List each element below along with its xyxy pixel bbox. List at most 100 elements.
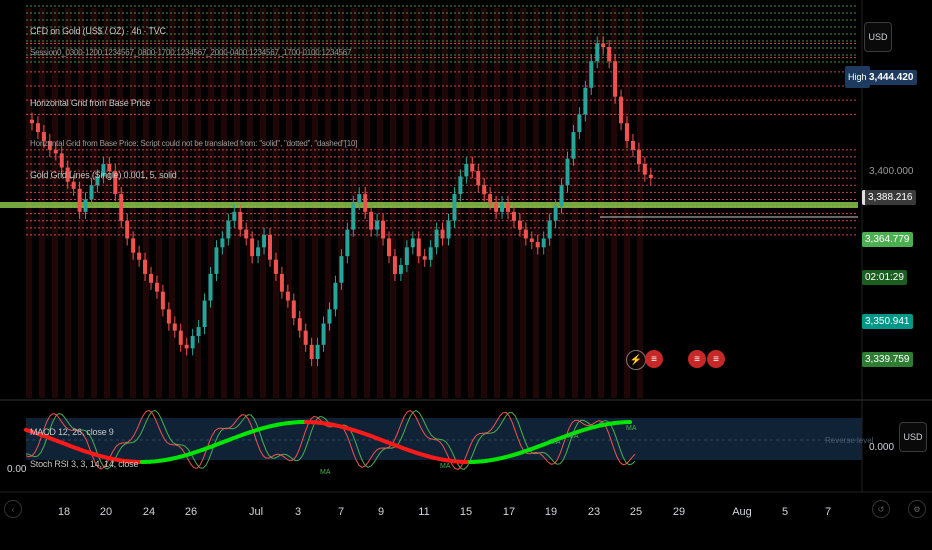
candle-body	[220, 238, 225, 248]
candle-body	[375, 220, 380, 230]
candle-body	[333, 282, 338, 310]
flash-event-icon[interactable]: ⚡	[626, 350, 646, 370]
x-tick-label: 20	[99, 506, 113, 518]
candle-body	[464, 164, 469, 177]
candle-body	[434, 229, 439, 248]
candle-body	[351, 203, 356, 230]
candle-body	[577, 114, 582, 133]
candle-body	[154, 282, 159, 292]
candle-body	[440, 229, 445, 239]
price-current-tag: 3,364.779	[862, 232, 913, 247]
candle-body	[392, 256, 397, 274]
candle-body	[589, 61, 594, 88]
candle-body	[113, 171, 118, 195]
candle-body	[488, 194, 493, 203]
candle-body	[410, 238, 415, 248]
candle-body	[309, 344, 314, 359]
candle-body	[89, 185, 94, 200]
candle-body	[166, 309, 171, 324]
x-tick-label: 5	[781, 506, 789, 518]
x-tick-label: 25	[629, 506, 643, 518]
candle-body	[613, 61, 618, 97]
candle-body	[571, 132, 576, 159]
candle-body	[101, 164, 106, 177]
candle-body	[404, 247, 409, 266]
candle-body	[506, 203, 510, 212]
x-tick-label: 7	[337, 506, 345, 518]
candle-body	[535, 242, 540, 248]
candle-body	[547, 220, 552, 239]
candle-body	[268, 234, 272, 260]
economic-event-icon[interactable]: ≡	[645, 350, 663, 368]
candle-body	[494, 203, 499, 212]
x-tick-label: Jul	[248, 506, 264, 518]
candle-body	[214, 247, 219, 274]
candle-body	[256, 247, 261, 257]
candle-body	[83, 199, 88, 212]
candle-body	[553, 206, 558, 221]
reset-icon[interactable]: ↺	[872, 500, 890, 518]
candle-body	[303, 330, 308, 345]
candle-body	[446, 220, 451, 239]
x-tick-label: 18	[57, 506, 71, 518]
economic-event-icon[interactable]: ≡	[688, 350, 706, 368]
scroll-left-icon[interactable]: ‹	[4, 500, 22, 518]
candle-body	[35, 123, 40, 133]
candle-body	[476, 171, 481, 186]
candle-body	[285, 291, 290, 301]
candle-body	[232, 211, 237, 221]
candle-body	[529, 238, 534, 242]
candle-body	[619, 96, 624, 124]
candle-body	[458, 176, 463, 195]
economic-event-icon[interactable]: ≡	[707, 350, 725, 368]
candle-body	[381, 220, 386, 239]
settings-icon[interactable]: ⚙	[908, 500, 926, 518]
candle-body	[65, 167, 70, 182]
candle-body	[517, 220, 522, 230]
candle-body	[595, 43, 600, 62]
candle-body	[363, 194, 368, 212]
candle-body	[131, 238, 136, 253]
candle-body	[511, 211, 516, 221]
candle-body	[95, 176, 100, 186]
price-low-tag: 3,339.759	[862, 352, 913, 367]
x-tick-label: 24	[142, 506, 156, 518]
candle-body	[470, 164, 475, 172]
candle-body	[184, 344, 189, 349]
candle-body	[291, 300, 296, 319]
sub-band	[26, 418, 862, 460]
legend-stoch: Stoch RSI 3, 3, 14, 14, close	[30, 459, 139, 469]
candle-body	[143, 259, 148, 274]
candle-body	[315, 344, 320, 359]
candle-body	[77, 188, 82, 212]
candle-body	[226, 220, 231, 239]
candle-body	[642, 164, 647, 175]
candle-body	[250, 238, 255, 257]
candle-body	[137, 252, 142, 260]
candle-body	[107, 164, 112, 172]
candle-body	[125, 220, 130, 239]
candle-body	[339, 256, 344, 283]
x-tick-label: 11	[418, 506, 430, 518]
sub-currency-button[interactable]: USD	[899, 422, 927, 452]
x-tick-label: 9	[377, 506, 385, 518]
sub-marker-label: MA	[568, 433, 579, 440]
candle-body	[321, 323, 326, 345]
candle-body	[47, 140, 52, 150]
candle-body	[500, 203, 505, 212]
candle-body	[30, 119, 34, 124]
candle-body	[279, 273, 284, 292]
candle-body	[387, 238, 391, 257]
x-tick-label: Aug	[732, 506, 752, 518]
candle-body	[297, 318, 302, 331]
candle-body	[601, 43, 606, 47]
candle-body	[565, 158, 570, 186]
sub-marker-label: MA	[320, 469, 331, 476]
stoch-d-line	[25, 409, 636, 470]
candle-body	[327, 309, 332, 324]
currency-button[interactable]: USD	[864, 22, 892, 52]
sub-zero-label: 0.000	[869, 442, 895, 453]
legend-grid-1: Horizontal Grid from Base Price	[30, 98, 151, 108]
candle-body	[149, 273, 153, 283]
